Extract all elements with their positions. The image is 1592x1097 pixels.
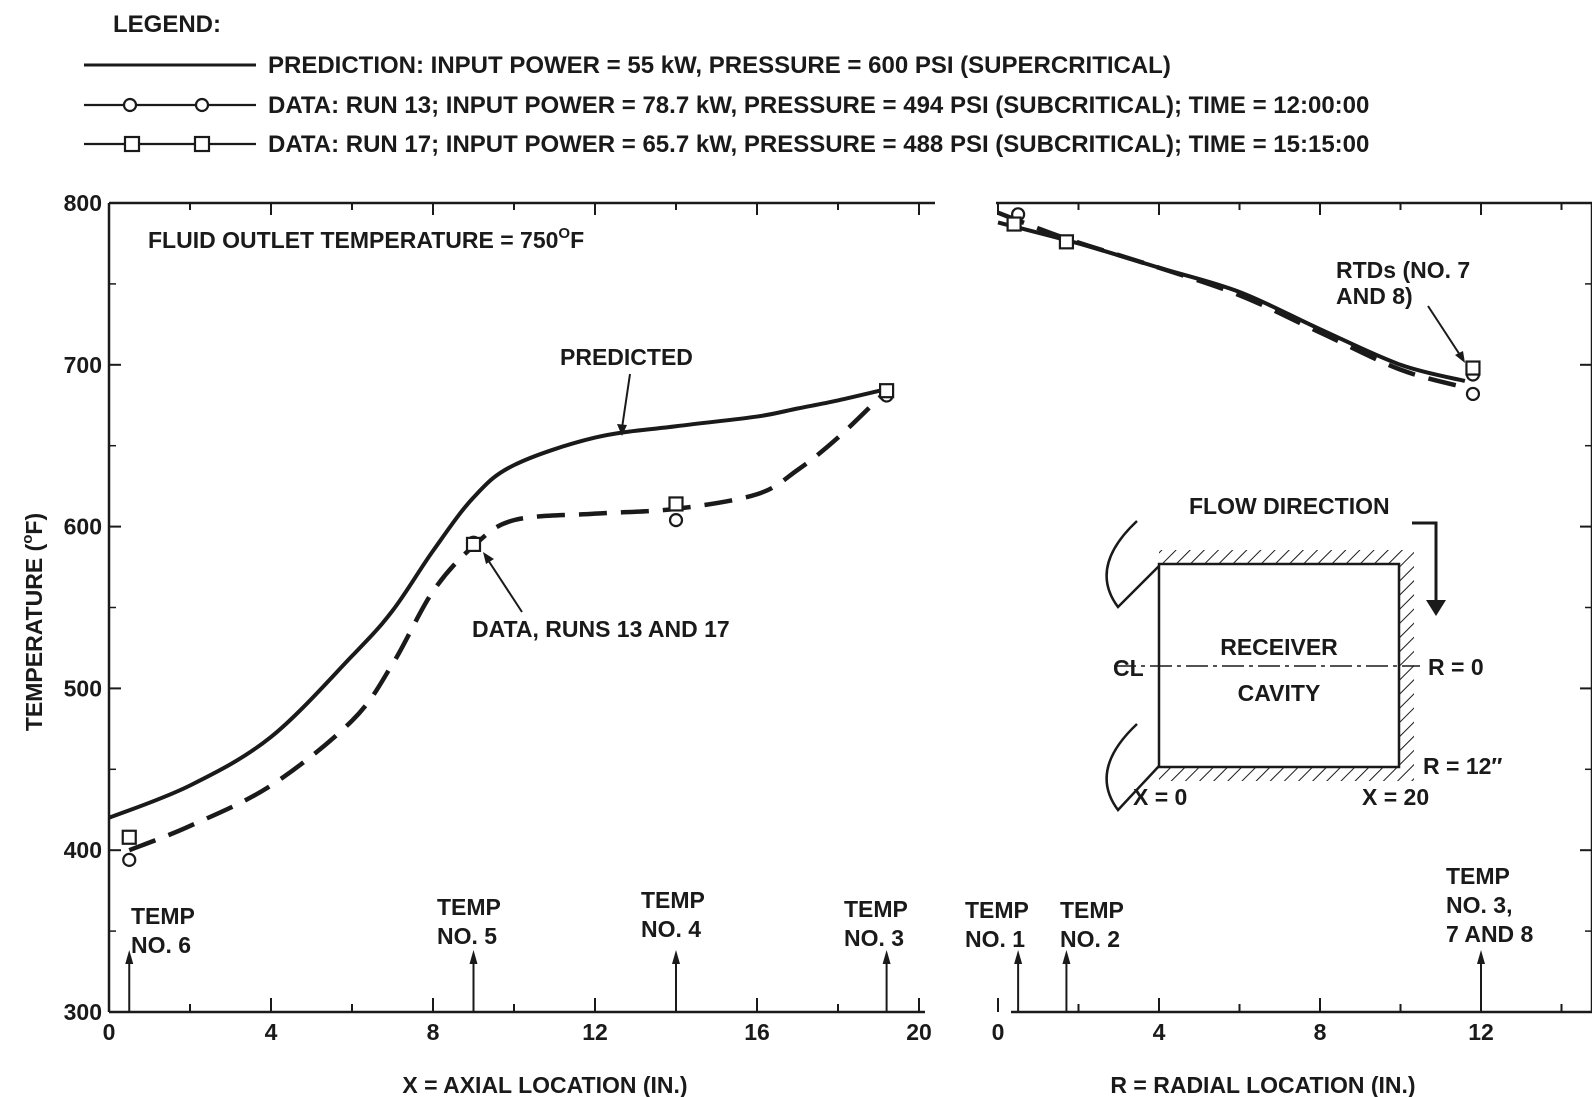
data-point-run17 [878, 383, 895, 399]
sensor-arrowhead [469, 950, 478, 964]
temp-no4-line2: NO. 4 [641, 916, 701, 942]
legend-label-prediction: PREDICTION: INPUT POWER = 55 kW, PRESSUR… [268, 52, 1171, 79]
sensor-arrowhead [1477, 950, 1485, 964]
inset-r0: R = 0 [1428, 654, 1484, 680]
inset-r12: R = 12″ [1423, 753, 1502, 779]
legend-marker-circle [122, 97, 138, 113]
y-tick-label: 800 [64, 190, 102, 216]
x-tick-label: 0 [103, 1019, 116, 1045]
x-tick-label: 12 [1468, 1019, 1494, 1045]
data-point-run17 [465, 536, 482, 552]
temp-no1-line2: NO. 1 [965, 926, 1025, 952]
legend-title: LEGEND: [113, 11, 221, 38]
legend-label-run17: DATA: RUN 17; INPUT POWER = 65.7 kW, PRE… [268, 131, 1369, 158]
x-axis-title-axial: X = AXIAL LOCATION (IN.) [402, 1072, 687, 1097]
data-point-run13 [668, 513, 684, 528]
arrow-rtds [1427, 305, 1461, 356]
temp-no3-line1: TEMP [844, 896, 908, 922]
receiver-cavity-inset: FLOW DIRECTION CL RECEIVER CAVITY R = 0 … [1105, 493, 1502, 812]
legend: LEGEND: PREDICTION: INPUT POWER = 55 kW,… [84, 11, 1369, 158]
inset-x20: X = 20 [1362, 784, 1429, 810]
sensor-arrowhead [1014, 950, 1023, 964]
annotation-outlet-temperature: FLUID OUTLET TEMPERATURE = 750OF [148, 225, 584, 253]
arrow-predicted [621, 373, 631, 429]
x-axis-title-radial: R = RADIAL LOCATION (IN.) [1110, 1072, 1415, 1097]
x-tick-label: 4 [265, 1019, 278, 1045]
annotation-predicted: PREDICTED [560, 344, 693, 370]
annotation-data-runs: DATA, RUNS 13 AND 17 [472, 616, 730, 642]
y-tick-label: 300 [64, 999, 102, 1025]
aperture-lip-bottom [1105, 723, 1160, 812]
y-tick-label: 600 [64, 514, 102, 540]
inset-receiver: RECEIVER [1220, 634, 1338, 660]
arrowhead-data-runs [483, 552, 494, 564]
centerline-symbol: CL [1113, 655, 1144, 681]
inset-flow-direction: FLOW DIRECTION [1189, 493, 1390, 519]
flow-direction-arrowhead [1426, 600, 1446, 616]
legend-marker-square [123, 135, 141, 153]
temp-no1-line1: TEMP [965, 897, 1029, 923]
temp-no5-line2: NO. 5 [437, 923, 497, 949]
temp-no3-7-8-line3: 7 AND 8 [1446, 921, 1534, 947]
temp-no4-line1: TEMP [641, 887, 705, 913]
annotations: FLUID OUTLET TEMPERATURE = 750OF PREDICT… [148, 225, 1470, 642]
data-point-run17 [1006, 216, 1022, 232]
sensor-arrowhead [672, 950, 680, 964]
temp-no2-line2: NO. 2 [1060, 926, 1120, 952]
sensor-arrowhead [1062, 950, 1071, 964]
legend-marker-circle [194, 97, 210, 113]
annotation-rtds-line2: AND 8) [1336, 283, 1413, 309]
ticks [108, 202, 1592, 1013]
inset-cavity: CAVITY [1238, 680, 1321, 706]
data-point-run13 [1465, 386, 1481, 402]
x-tick-label: 4 [1153, 1019, 1166, 1045]
arrowhead-rtds [1455, 351, 1465, 363]
hatch-right [1399, 550, 1414, 767]
arrow-data-runs [487, 559, 523, 613]
y-tick-label: 400 [64, 837, 102, 863]
axes-frame [107, 201, 1592, 1014]
series-layer [108, 210, 1466, 853]
data-point-run17 [1465, 360, 1481, 376]
temp-no6-line1: TEMP [131, 903, 195, 929]
temp-sensor-labels: TEMP NO. 6 TEMP NO. 5 TEMP NO. 4 TEMP NO… [131, 863, 1534, 958]
temp-no3-7-8-line1: TEMP [1446, 863, 1510, 889]
temp-no5-line1: TEMP [437, 894, 501, 920]
sensor-arrowhead [882, 950, 891, 964]
series-line-predicted-panel0 [108, 387, 888, 820]
marker-layer [121, 207, 1481, 868]
sensor-arrows [125, 950, 1485, 1012]
hatch-bottom [1159, 767, 1414, 781]
series-line-data-panel0 [128, 389, 889, 853]
data-point-run17 [668, 496, 684, 512]
legend-label-run13: DATA: RUN 13; INPUT POWER = 78.7 kW, PRE… [268, 92, 1369, 119]
x-tick-label: 16 [744, 1019, 770, 1045]
temp-no3-7-8-line2: NO. 3, [1446, 892, 1512, 918]
data-point-run17 [1058, 234, 1075, 250]
arrowhead-predicted [617, 424, 627, 436]
temp-no3-line2: NO. 3 [844, 925, 904, 951]
x-tick-label: 12 [582, 1019, 608, 1045]
series-line-data-panel1 [997, 210, 1466, 390]
data-point-run13 [122, 852, 137, 868]
y-tick-label: 500 [64, 675, 102, 701]
y-tick-label: 700 [64, 352, 102, 378]
aperture-lip-top [1105, 520, 1160, 609]
sensor-arrowhead [125, 950, 134, 964]
data-point-run17 [121, 829, 137, 845]
x-tick-label: 0 [992, 1019, 1005, 1045]
y-axis-title: TEMPERATURE (oF) [19, 513, 47, 731]
flow-direction-arrow [1412, 521, 1438, 604]
annotation-rtds-line1: RTDs (NO. 7 [1336, 257, 1470, 283]
temp-no2-line1: TEMP [1060, 897, 1124, 923]
x-tick-label: 8 [1314, 1019, 1327, 1045]
x-tick-label: 8 [427, 1019, 440, 1045]
hatch-top [1159, 550, 1399, 564]
inset-x0: X = 0 [1133, 784, 1187, 810]
x-tick-label: 20 [906, 1019, 932, 1045]
legend-marker-square [193, 135, 211, 153]
tick-labels: 300 400 500 600 700 800 0 4 8 12 16 20 0 4 8 12 [64, 190, 1494, 1045]
temp-no6-line2: NO. 6 [131, 932, 191, 958]
